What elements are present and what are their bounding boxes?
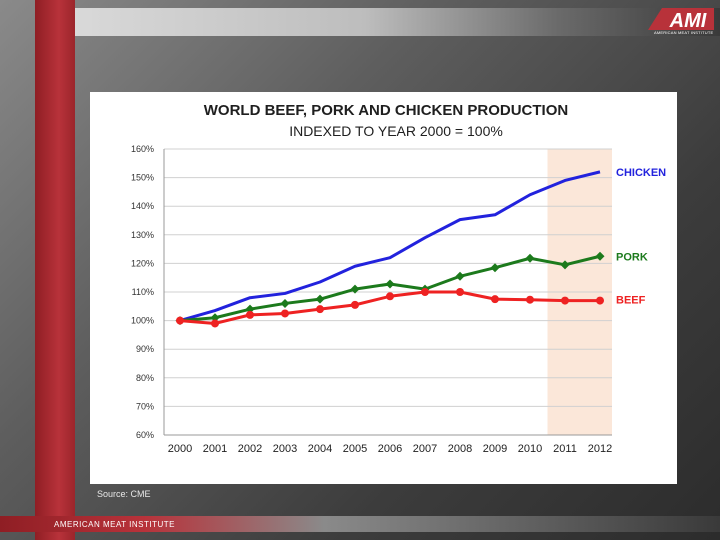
pork-data-point — [385, 279, 395, 289]
chart-panel: 60% 70% 80% 90% 100% 110% 120% 130% 140% 150% 160%… — [90, 92, 677, 484]
production-line-chart: 60% 70% 80% 90% 100% 110% 120% 130% 140% 150% 160%… — [131, 102, 666, 455]
beef-data-point — [561, 296, 569, 305]
y-tick-label: 110% — [132, 287, 154, 297]
footer-label: AMERICAN MEAT INSTITUTE — [54, 520, 175, 529]
ami-logo: AMI — [648, 8, 714, 32]
pork-data-point — [280, 298, 290, 308]
beef-data-point — [491, 295, 499, 304]
x-tick-label: 2001 — [203, 443, 227, 455]
y-tick-label: 70% — [136, 401, 154, 411]
y-tick-label: 150% — [131, 173, 154, 183]
pork-data-point — [560, 260, 570, 270]
beef-data-point — [281, 309, 289, 318]
x-tick-label: 2005 — [343, 443, 367, 455]
y-tick-label: 100% — [131, 316, 154, 326]
top-header-band — [75, 8, 720, 36]
pork-data-point — [525, 253, 535, 263]
logo-subtext: AMERICAN MEAT INSTITUTE — [654, 30, 714, 35]
y-tick-label: 120% — [131, 258, 154, 268]
chicken-series-line — [179, 170, 601, 323]
x-tick-label: 2010 — [518, 443, 542, 455]
x-tick-label: 2011 — [553, 443, 577, 455]
beef-data-point — [211, 319, 219, 328]
x-tick-label: 2003 — [273, 443, 297, 455]
logo-mark: AMI — [669, 10, 707, 32]
chart-title: WORLD BEEF, PORK AND CHICKEN PRODUCTION — [204, 102, 568, 119]
beef-data-point — [421, 288, 429, 296]
y-tick-label: 60% — [136, 430, 154, 440]
source-note: Source: CME — [97, 489, 151, 499]
beef-legend-label: BEEF — [616, 295, 646, 307]
pork-data-point — [455, 271, 465, 281]
y-tick-label: 140% — [131, 201, 154, 211]
pork-legend-label: PORK — [616, 251, 648, 263]
chicken-legend-label: CHICKEN — [616, 167, 666, 179]
x-tick-label: 2002 — [238, 443, 262, 455]
x-tick-label: 2006 — [378, 443, 402, 455]
beef-data-point — [351, 300, 359, 309]
x-tick-label: 2000 — [168, 443, 192, 455]
pork-data-point — [490, 263, 500, 273]
x-tick-label: 2012 — [588, 443, 612, 455]
y-tick-label: 90% — [136, 344, 154, 354]
left-accent-bar — [35, 0, 75, 540]
beef-data-point — [456, 288, 464, 296]
y-tick-label: 130% — [131, 230, 154, 240]
beef-data-point — [176, 316, 184, 325]
pork-data-point — [245, 304, 255, 314]
beef-data-point — [526, 295, 534, 304]
pork-data-point — [315, 294, 325, 304]
bottom-footer-band — [0, 516, 720, 532]
chart-subtitle: INDEXED TO YEAR 2000 = 100% — [289, 123, 503, 139]
beef-data-point — [596, 296, 604, 305]
x-tick-label: 2008 — [448, 443, 472, 455]
y-tick-label: 160% — [131, 144, 154, 154]
beef-data-point — [316, 305, 324, 314]
pork-data-point — [595, 251, 605, 261]
x-tick-label: 2009 — [483, 443, 507, 455]
beef-data-point — [246, 310, 254, 319]
y-tick-label: 80% — [136, 373, 154, 383]
x-tick-label: 2004 — [308, 443, 332, 455]
x-tick-label: 2007 — [413, 443, 437, 455]
pork-data-point — [350, 284, 360, 294]
beef-data-point — [386, 292, 394, 301]
pork-data-point — [210, 313, 220, 323]
